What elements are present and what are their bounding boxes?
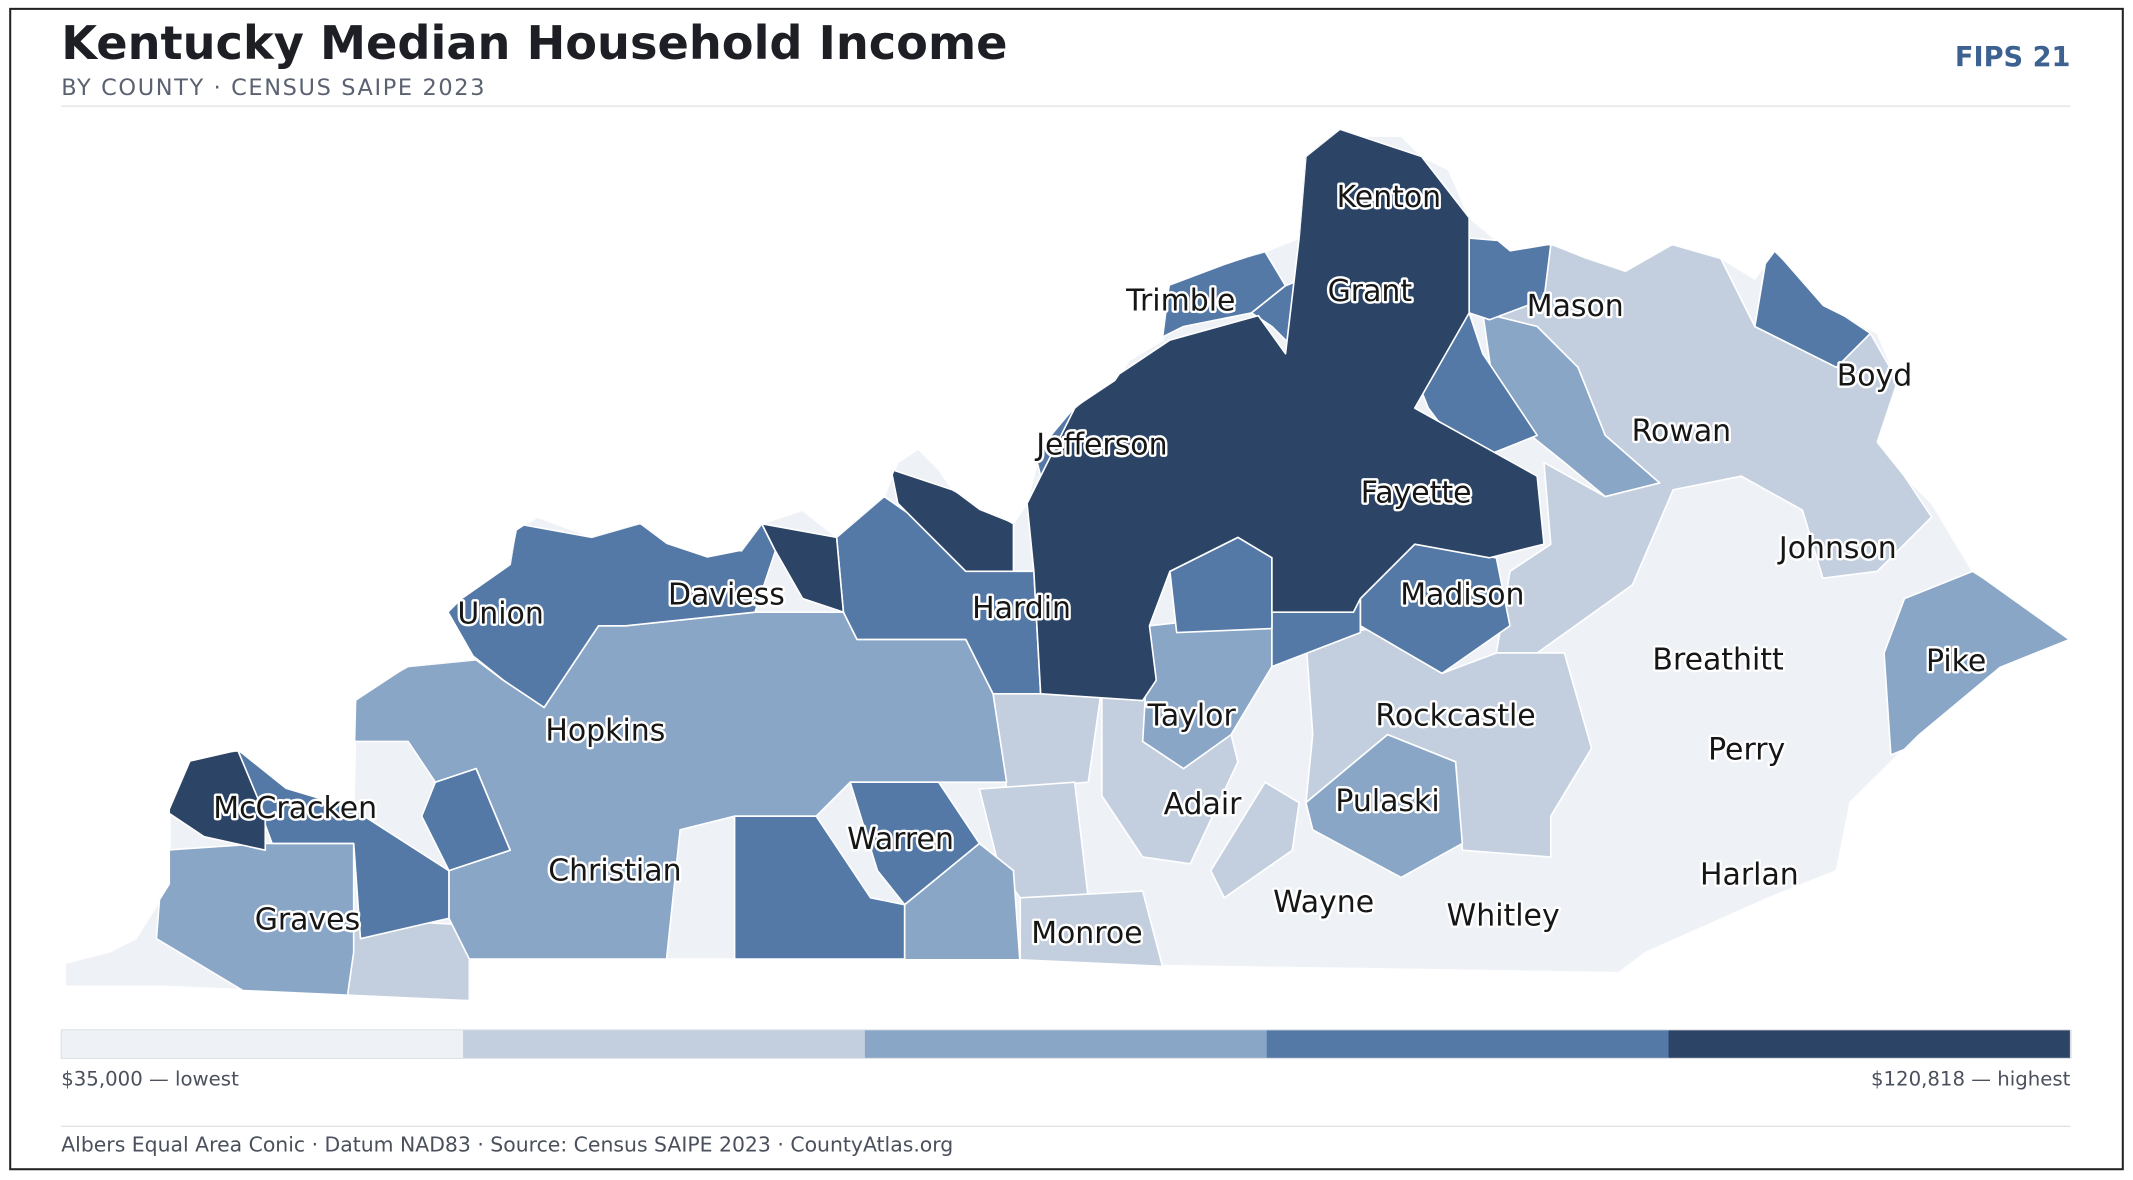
county-label: Christian: [548, 853, 681, 888]
county-region: [849, 781, 981, 906]
county-label: Jefferson: [1034, 428, 1167, 463]
county-labels: Kenton Grant Trimble Mason Boyd Rowan Jefferso…: [211, 178, 1989, 954]
legend-low: $35,000 — lowest: [61, 1068, 239, 1091]
legend-swatch: [1266, 1029, 1670, 1059]
legend-frame: [60, 1029, 2071, 1059]
county-label: Pulaski: [1335, 784, 1439, 819]
legend-swatch: [463, 1029, 866, 1059]
county-label: Harlan: [1700, 858, 1799, 893]
county-region: [760, 522, 845, 613]
county-region: [237, 750, 450, 940]
county-label: Union: [457, 596, 543, 631]
county-label: Whitley: [1447, 898, 1560, 933]
county-label: Perry: [1708, 732, 1785, 767]
county-label: Warren: [847, 822, 954, 857]
county-label: Graves: [255, 902, 360, 937]
county-label: Daviess: [668, 577, 785, 612]
county-label: Trimble: [1125, 284, 1235, 319]
county-region: [420, 767, 511, 872]
county-label: Taylor: [1147, 698, 1237, 733]
legend-swatch: [61, 1029, 464, 1059]
county-label: Kenton: [1337, 180, 1441, 215]
county-label: Rowan: [1632, 414, 1731, 449]
county-label: Breathitt: [1652, 643, 1784, 678]
county-label: Grant: [1328, 274, 1413, 309]
county-label: Rockcastle: [1375, 698, 1535, 733]
county-label: Madison: [1400, 577, 1524, 612]
county-region: [890, 468, 1015, 573]
county-label: Hardin: [972, 591, 1071, 626]
fips-badge: FIPS 21: [1955, 42, 2071, 73]
county-label: Adair: [1164, 787, 1243, 822]
county-map: [65, 129, 2068, 1000]
title: Kentucky Median Household Income: [61, 16, 1007, 70]
county-label: Mason: [1527, 289, 1624, 324]
legend-high: $120,818 — highest: [1871, 1068, 2071, 1091]
county-region: [1305, 733, 1464, 879]
subtitle: BY COUNTY · CENSUS SAIPE 2023: [61, 75, 486, 101]
county-region: [992, 686, 1103, 790]
county-region: [733, 815, 906, 960]
county-label: Boyd: [1837, 358, 1913, 393]
county-region: [1209, 781, 1300, 899]
county-label: McCracken: [213, 791, 377, 826]
county-label: Hopkins: [545, 713, 665, 748]
legend-swatch: [864, 1029, 1268, 1059]
footer: Albers Equal Area Conic · Datum NAD83 · …: [61, 1132, 953, 1156]
county-label: Pike: [1926, 644, 1986, 679]
county-label: Wayne: [1273, 885, 1374, 920]
county-label: Johnson: [1777, 531, 1897, 566]
county-label: Monroe: [1031, 916, 1142, 951]
legend: [61, 1029, 2072, 1059]
county-label: Fayette: [1361, 475, 1472, 510]
legend-swatch: [1668, 1029, 2072, 1059]
